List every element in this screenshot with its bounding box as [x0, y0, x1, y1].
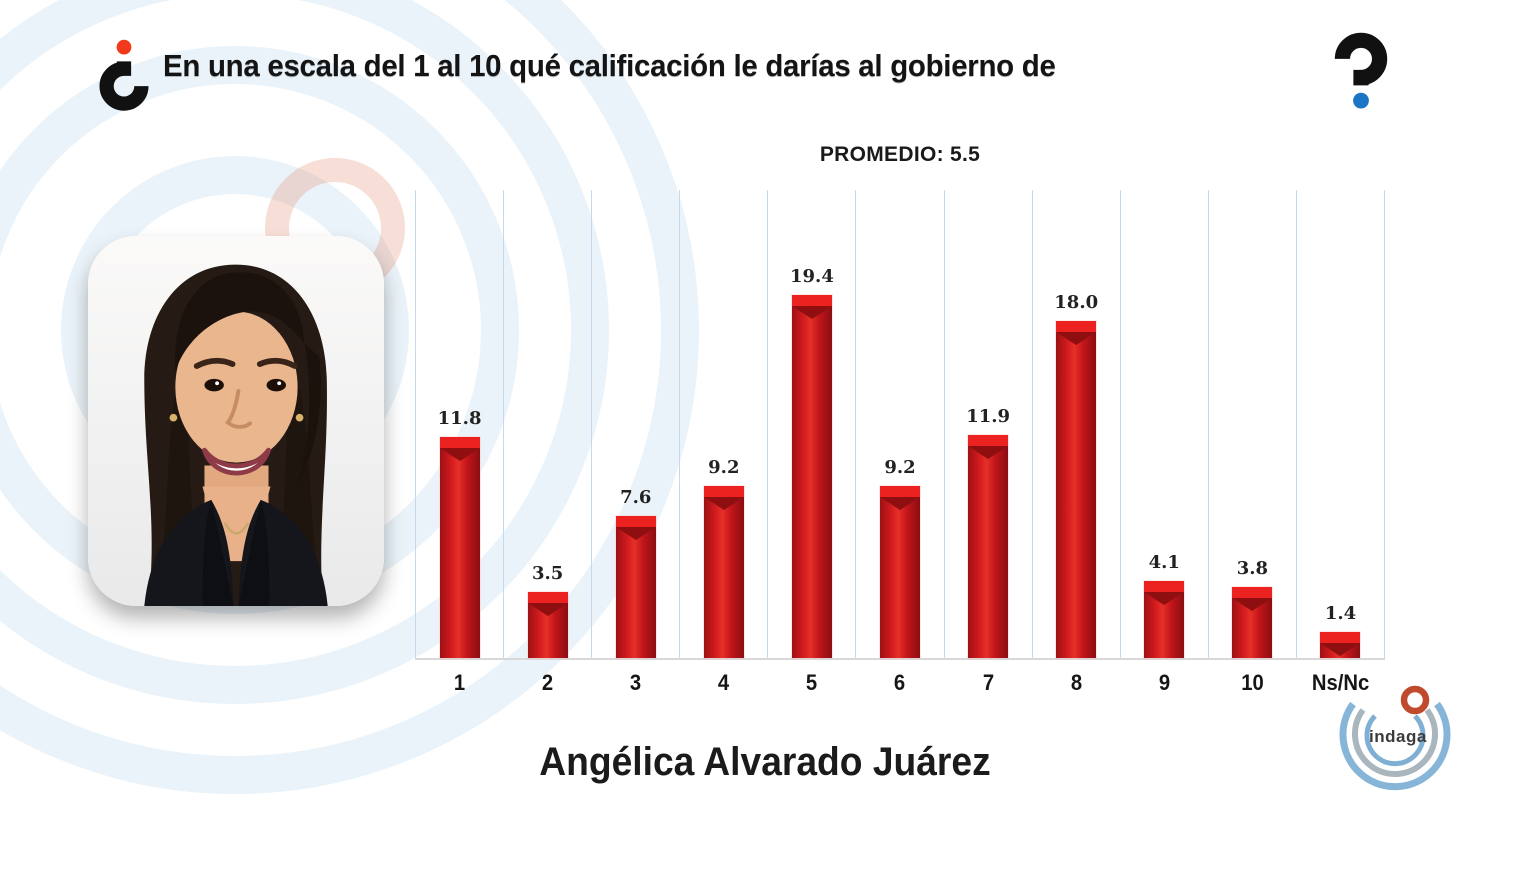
bar-value-label: 3.5 — [531, 563, 564, 585]
bar — [791, 294, 832, 658]
category-label: 3 — [630, 670, 642, 695]
chart-column: 19.4 5 — [767, 190, 855, 695]
chart-column: 18.0 8 — [1031, 190, 1120, 695]
bar-value-label: 9.2 — [884, 456, 916, 478]
bar-value-label: 18.0 — [1054, 292, 1099, 314]
bar-value-label: 11.8 — [437, 408, 482, 430]
bar-value-label: 1.4 — [1324, 602, 1357, 624]
logo-red-ring — [1400, 685, 1430, 715]
eye — [204, 378, 224, 392]
bar — [968, 435, 1009, 658]
bar-chart: 11.8 1 3.5 2 7.6 3 9.2 4 19.4 5 9.2 6 11.9 7 18.0 8 4.1 9… — [415, 190, 1386, 695]
chart-column: 11.8 1 — [415, 190, 503, 695]
bar — [1320, 631, 1361, 658]
chart-column: 4.1 9 — [1119, 190, 1208, 695]
bar-value-label: 3.8 — [1236, 557, 1269, 579]
page-title: En una escala del 1 al 10 qué calificaci… — [163, 48, 1056, 83]
orange-dot — [116, 39, 132, 55]
chart-column: 1.4 Ns/Nc — [1295, 190, 1386, 695]
category-label: 10 — [1241, 670, 1264, 695]
bar-value-label: 11.9 — [966, 406, 1011, 428]
eye — [266, 378, 286, 392]
bar — [880, 485, 921, 658]
bar — [703, 485, 744, 658]
candidate-name: Angélica Alvarado Juárez — [539, 740, 991, 784]
bar — [615, 515, 656, 658]
smile — [202, 447, 271, 476]
bar — [439, 437, 480, 658]
category-label: 9 — [1158, 670, 1170, 695]
chart-column: 9.2 4 — [679, 190, 767, 695]
category-label: 6 — [894, 670, 906, 695]
logo-text: indaga — [1369, 727, 1427, 746]
bar-value-label: 9.2 — [708, 456, 740, 478]
chart-column: 9.2 6 — [855, 190, 943, 695]
logo-middle-arc — [1352, 708, 1438, 777]
bar — [1056, 321, 1097, 658]
bar — [1232, 586, 1273, 658]
logo-inner-arc — [1364, 714, 1426, 767]
face — [175, 311, 298, 463]
bar — [527, 592, 568, 658]
chart-column: 3.5 2 — [503, 190, 591, 695]
category-label: 1 — [453, 670, 466, 695]
question-mark-icon — [1330, 18, 1392, 128]
necklace — [223, 522, 250, 535]
chart-column: 7.6 3 — [591, 190, 679, 695]
category-label: 8 — [1070, 670, 1082, 695]
bar-value-label: 19.4 — [790, 265, 834, 287]
chart-column: 3.8 10 — [1207, 190, 1296, 695]
category-label: Ns/Nc — [1311, 670, 1370, 695]
average-label: PROMEDIO: 5.5 — [819, 143, 981, 166]
indaga-logo: indaga — [1333, 664, 1465, 796]
category-label: 2 — [542, 670, 554, 695]
category-label: 4 — [718, 670, 730, 695]
blue-dot — [1353, 92, 1369, 109]
chart-column: 11.9 7 — [943, 190, 1032, 695]
category-label: 5 — [806, 670, 818, 695]
logo-outer-arc — [1339, 701, 1451, 791]
category-label: 7 — [982, 670, 994, 695]
bar — [1144, 581, 1185, 658]
bar-value-label: 4.1 — [1148, 552, 1180, 574]
candidate-photo — [88, 236, 384, 606]
bar-value-label: 7.6 — [620, 486, 652, 508]
inverted-question-mark-icon — [95, 22, 153, 124]
